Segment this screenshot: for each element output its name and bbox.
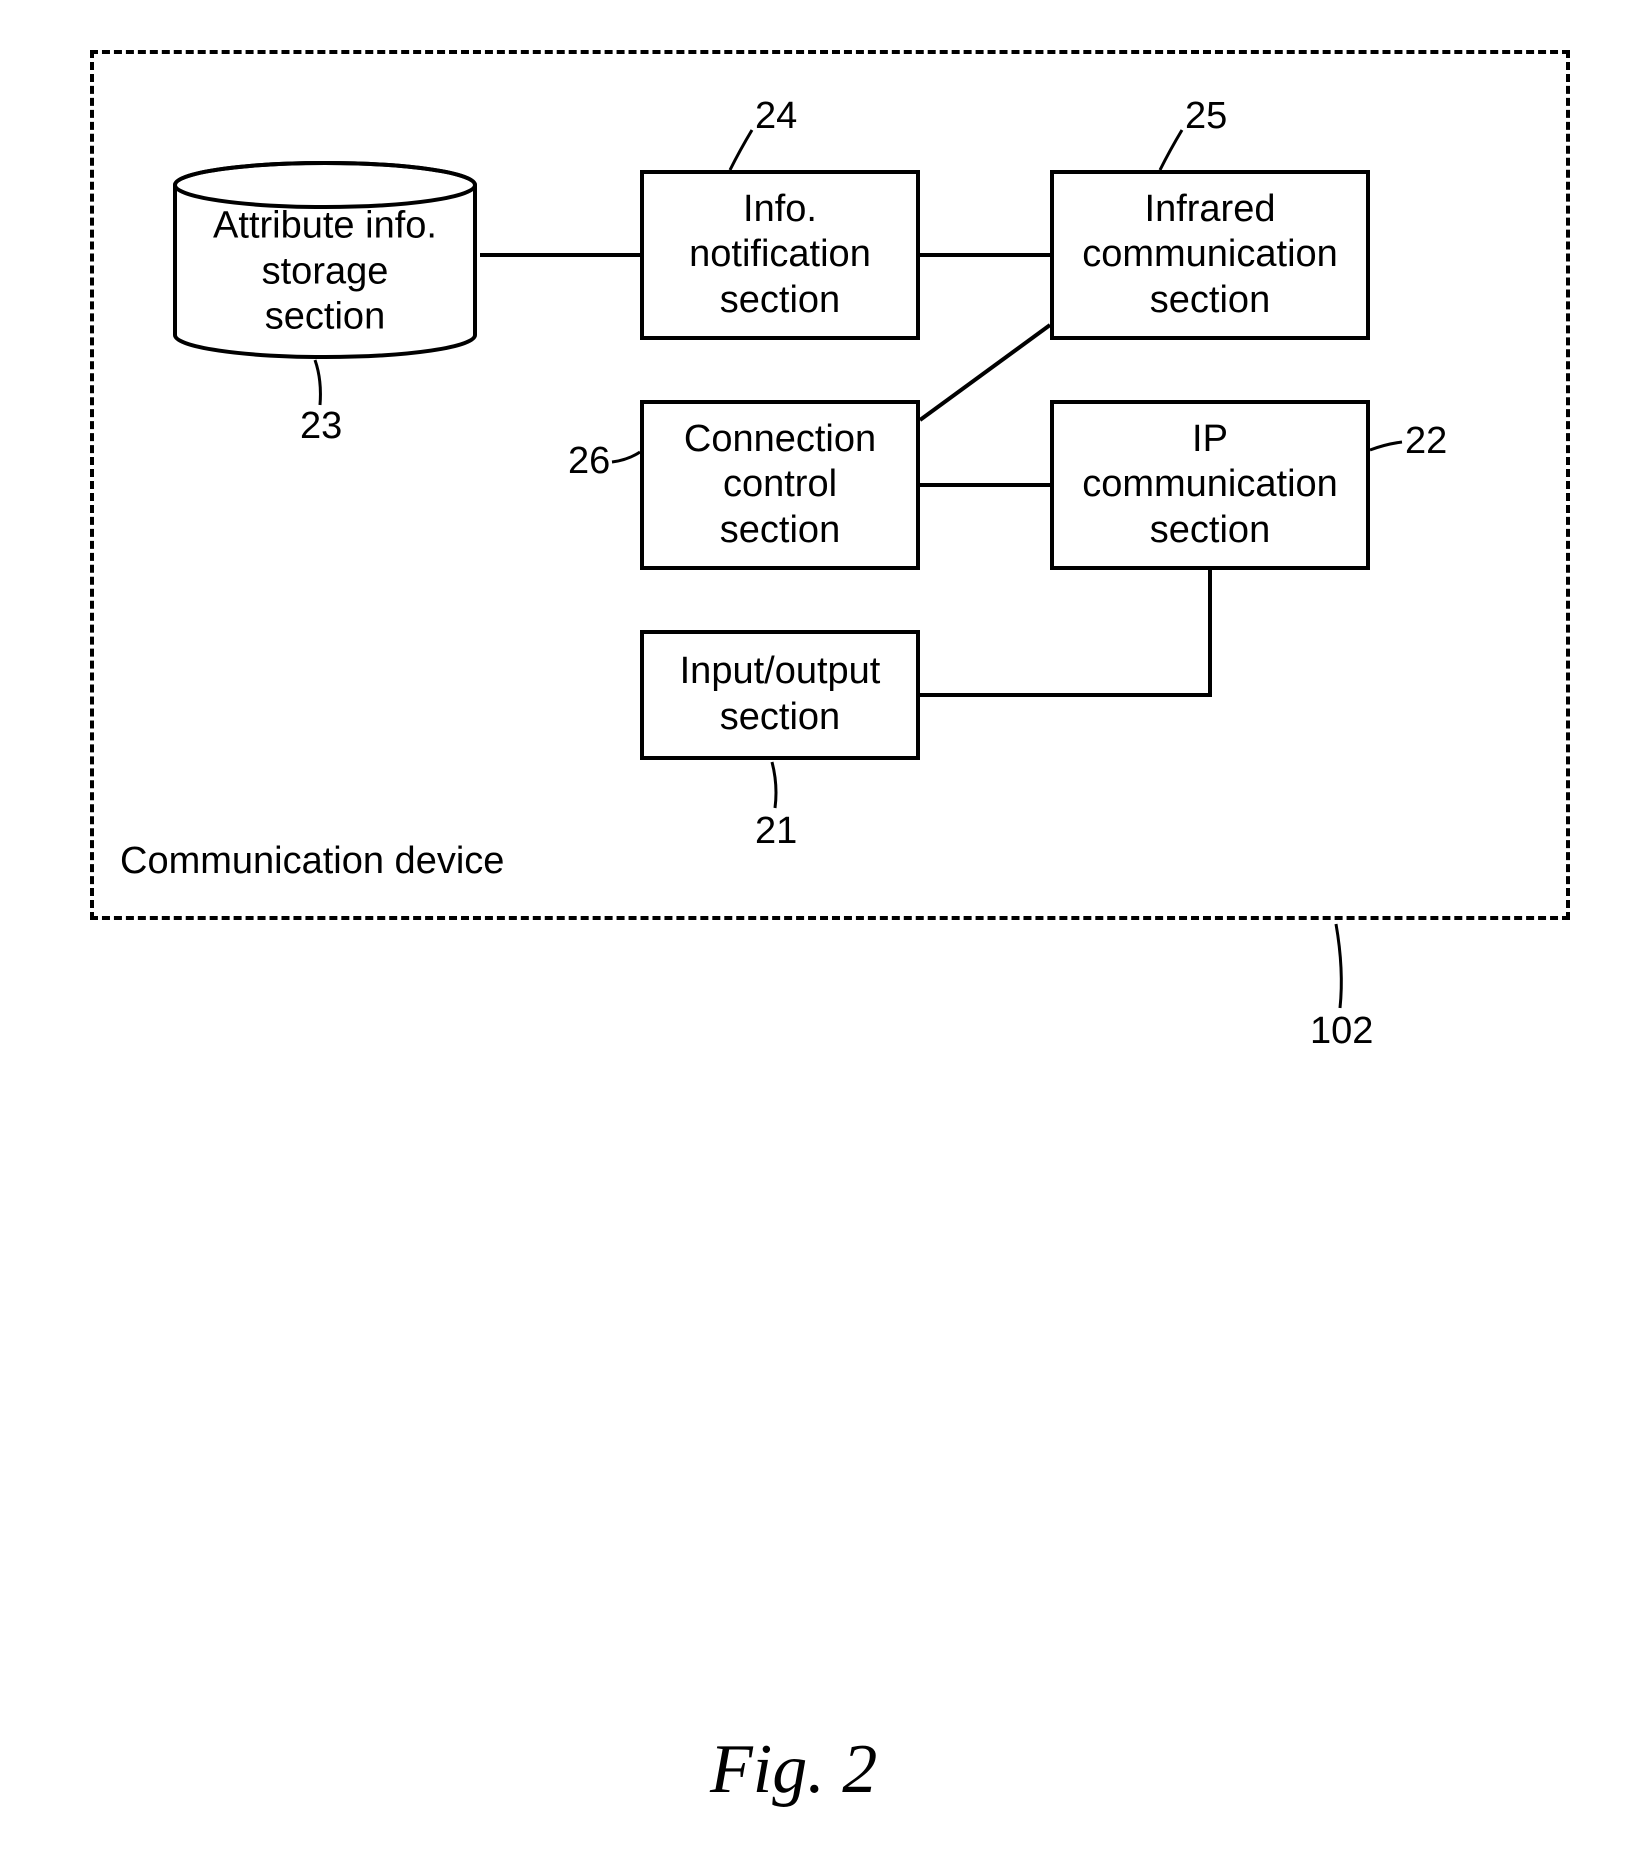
figure-caption: Fig. 2 [710, 1730, 877, 1810]
diagram-canvas: Communication device Attribute info.stor… [0, 0, 1649, 1865]
leader-102 [0, 0, 1649, 1100]
